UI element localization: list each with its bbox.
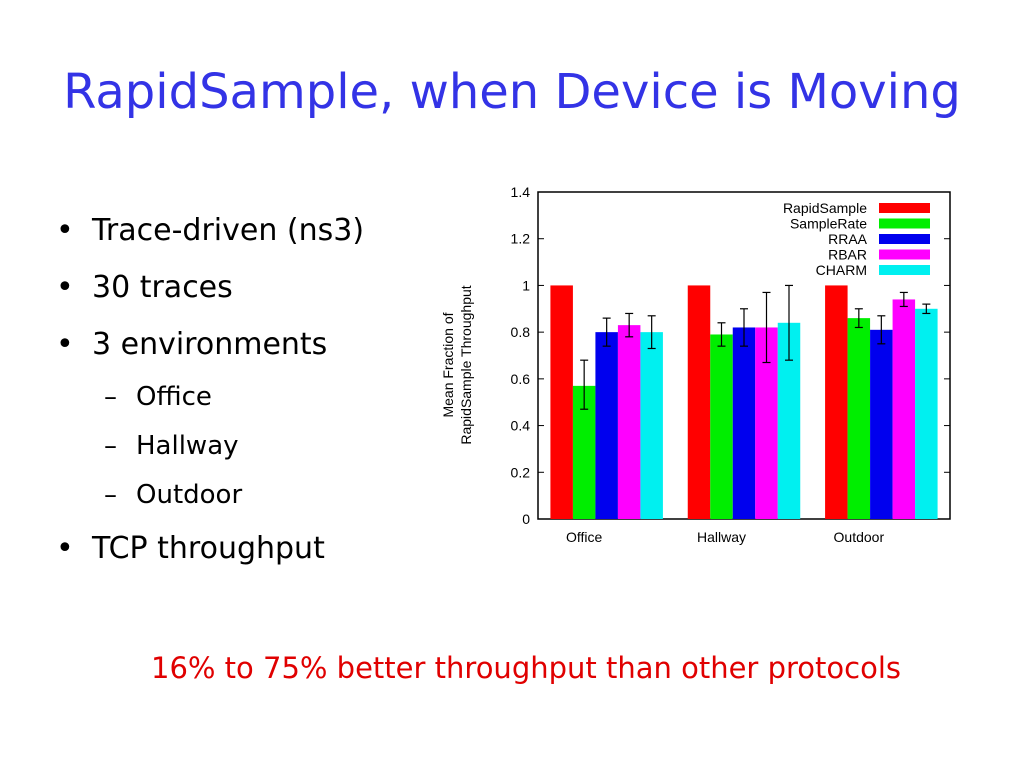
- x-category-label: Hallway: [697, 529, 746, 545]
- sub-bullet-item: Hallway: [56, 422, 364, 471]
- y-tick-label: 0.4: [511, 418, 531, 434]
- x-category-label: Office: [566, 529, 603, 545]
- bar-rbar-hallway: [755, 327, 778, 519]
- bar-rraa-hallway: [732, 327, 756, 519]
- y-axis-label-line2: RapidSample Throughput: [458, 285, 474, 444]
- bar-samplerate-office: [572, 385, 596, 519]
- highlight-note: 16% to 75% better throughput than other …: [151, 651, 901, 685]
- sub-bullet-item: Office: [56, 373, 364, 422]
- legend-swatch: [879, 218, 930, 229]
- bar-rapidsample-hallway: [687, 285, 711, 519]
- bar-rapidsample-office: [550, 285, 573, 519]
- bar-chart: Mean Fraction of RapidSample Throughput …: [430, 180, 970, 560]
- legend-swatch: [879, 249, 930, 260]
- y-tick-label: 0.8: [511, 324, 531, 340]
- bar-rraa-office: [595, 332, 618, 519]
- bullet-item: 3 environments: [56, 316, 364, 373]
- x-category-label: Outdoor: [834, 529, 885, 545]
- bar-rbar-office: [617, 325, 641, 519]
- legend-swatch: [879, 203, 930, 213]
- slide-title: RapidSample, when Device is Moving: [63, 64, 961, 120]
- bar-samplerate-hallway: [710, 334, 733, 519]
- legend-swatch: [879, 265, 930, 275]
- bullet-item: TCP throughput: [56, 520, 364, 577]
- bar-samplerate-outdoor: [847, 318, 871, 519]
- y-tick-label: 1.2: [511, 231, 531, 247]
- legend-label: RBAR: [828, 247, 867, 263]
- bar-rraa-outdoor: [870, 329, 893, 519]
- y-tick-label: 0: [522, 511, 530, 527]
- bar-rapidsample-outdoor: [825, 285, 848, 519]
- bullet-list: Trace-driven (ns3) 30 traces 3 environme…: [56, 202, 364, 577]
- legend-label: RRAA: [828, 231, 868, 247]
- bar-chart-svg: Mean Fraction of RapidSample Throughput …: [440, 184, 951, 545]
- y-tick-label: 0.2: [511, 464, 531, 480]
- bar-charm-hallway: [777, 322, 801, 519]
- bullet-item: 30 traces: [56, 259, 364, 316]
- legend-label: CHARM: [816, 262, 867, 278]
- y-tick-label: 1.4: [511, 184, 531, 200]
- legend-label: RapidSample: [783, 200, 867, 216]
- bullet-item: Trace-driven (ns3): [56, 202, 364, 259]
- y-axis-label-line1: Mean Fraction of: [440, 312, 456, 417]
- legend-swatch: [879, 234, 930, 244]
- bar-charm-office: [640, 332, 663, 519]
- bar-charm-outdoor: [915, 308, 938, 519]
- bar-rbar-outdoor: [892, 299, 916, 519]
- legend-label: SampleRate: [790, 216, 867, 232]
- sub-bullet-item: Outdoor: [56, 471, 364, 520]
- y-tick-label: 0.6: [511, 371, 531, 387]
- y-tick-label: 1: [522, 277, 530, 293]
